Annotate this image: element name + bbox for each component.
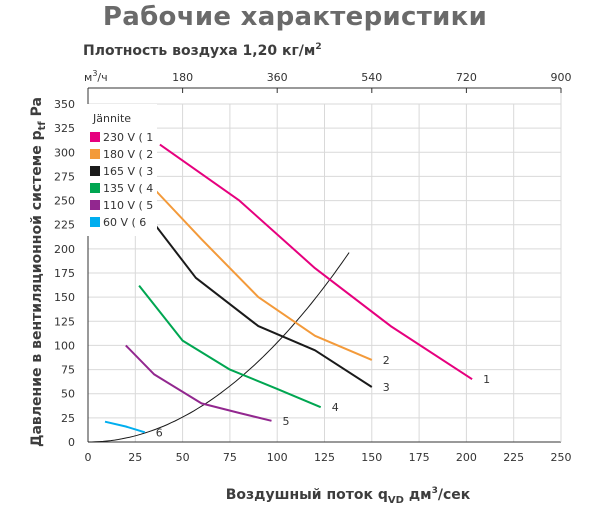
y-tick-label: 125 xyxy=(54,315,75,328)
y-tick-label: 25 xyxy=(61,412,75,425)
series-line-6 xyxy=(104,420,146,434)
air-density-title: Плотность воздуха 1,20 кг/м2 xyxy=(83,42,322,59)
secondary-x-tick-label: 720 xyxy=(456,71,477,84)
y-tick-label: 300 xyxy=(54,146,75,159)
air-density-prefix: Плотность воздуха xyxy=(83,43,238,59)
y-axis-title-sub: tf xyxy=(37,121,48,131)
legend-label-3: 165 V ( 3 xyxy=(103,165,153,178)
x-axis-title-tail: /сек xyxy=(438,487,471,503)
secondary-unit-sup: 3 xyxy=(92,69,97,78)
series-line-1 xyxy=(159,143,473,381)
series-line-2 xyxy=(153,188,373,361)
y-tick-label: 50 xyxy=(61,388,75,401)
curve-labels: 1 2 3 4 5 6 xyxy=(156,354,490,439)
x-axis-title-unit: дм xyxy=(404,487,432,503)
x-tick-label: 125 xyxy=(314,451,335,464)
series-line-4 xyxy=(138,284,322,409)
x-tick-labels: 0 25 50 75 100 125 150 175 200 225 250 xyxy=(85,451,572,464)
legend-label-6: 60 V ( 6 xyxy=(103,216,146,229)
legend-swatch-1 xyxy=(90,132,100,142)
legend-label-5: 110 V ( 5 xyxy=(103,199,153,212)
y-tick-label: 275 xyxy=(54,170,75,183)
y-tick-label: 75 xyxy=(61,364,75,377)
secondary-unit-tail: /ч xyxy=(97,71,107,84)
y-tick-label: 200 xyxy=(54,243,75,256)
legend-label-2: 180 V ( 2 xyxy=(103,148,153,161)
legend-label-1: 230 V ( 1 xyxy=(103,131,153,144)
secondary-x-tick-label: 180 xyxy=(172,71,193,84)
legend-title: Jännite xyxy=(92,112,131,125)
air-density-sup: 2 xyxy=(315,42,321,52)
y-tick-label: 100 xyxy=(54,339,75,352)
y-tick-labels: 0 25 50 75 100 125 150 175 200 225 250 275 300 325 350 xyxy=(54,98,75,449)
x-axis-title-sub: VD xyxy=(388,495,404,506)
secondary-x-tick-label: 900 xyxy=(551,71,572,84)
legend-swatch-3 xyxy=(90,166,100,176)
x-tick-label: 175 xyxy=(409,451,430,464)
x-tick-label: 250 xyxy=(551,451,572,464)
x-axis-title: Воздушный поток qVD дм3/сек xyxy=(226,486,471,506)
x-tick-label: 225 xyxy=(503,451,524,464)
y-tick-label: 325 xyxy=(54,122,75,135)
curve-label-3: 3 xyxy=(383,381,390,394)
y-tick-label: 175 xyxy=(54,267,75,280)
x-tick-label: 75 xyxy=(223,451,237,464)
x-axis-title-sup: 3 xyxy=(432,486,438,496)
secondary-x-tick-label: 540 xyxy=(361,71,382,84)
air-density-value: 1,20 кг/м xyxy=(243,43,316,59)
y-tick-label: 250 xyxy=(54,195,75,208)
curve-label-4: 4 xyxy=(332,401,339,414)
legend-items: 230 V ( 1 180 V ( 2 165 V ( 3 135 V ( 4 110 … xyxy=(90,131,153,229)
x-tick-label: 200 xyxy=(456,451,477,464)
y-tick-label: 350 xyxy=(54,98,75,111)
x-tick-label: 50 xyxy=(176,451,190,464)
x-tick-label: 150 xyxy=(361,451,382,464)
series-lines xyxy=(88,143,473,443)
series-line-5 xyxy=(125,344,272,422)
legend-swatch-2 xyxy=(90,149,100,159)
x-tick-label: 0 xyxy=(85,451,92,464)
curve-label-1: 1 xyxy=(483,373,490,386)
curve-label-5: 5 xyxy=(283,415,290,428)
x-axis-title-prefix: Воздушный поток q xyxy=(226,487,388,503)
series-line-3 xyxy=(153,223,373,388)
legend-label-4: 135 V ( 4 xyxy=(103,182,153,195)
y-tick-label: 150 xyxy=(54,291,75,304)
legend-swatch-5 xyxy=(90,200,100,210)
x-tick-label: 100 xyxy=(267,451,288,464)
y-tick-label: 0 xyxy=(68,436,75,449)
legend: Jännite 230 V ( 1 180 V ( 2 165 V ( 3 135 V… xyxy=(87,104,157,236)
y-axis-title-unit: Pa xyxy=(29,97,45,121)
grid xyxy=(87,103,562,443)
secondary-axis-unit: м3/ч xyxy=(84,69,108,84)
page-title: Рабочие характеристики xyxy=(102,2,488,32)
legend-swatch-6 xyxy=(90,217,100,227)
secondary-x-tick-label: 360 xyxy=(267,71,288,84)
curve-label-6: 6 xyxy=(156,426,163,439)
secondary-unit-prefix: м xyxy=(84,71,92,84)
y-tick-label: 225 xyxy=(54,219,75,232)
secondary-x-tick-labels: 180 360 540 720 900 xyxy=(172,71,572,93)
y-axis-title: Давление в вентиляционной системе ptf Pa xyxy=(29,97,48,447)
x-tick-label: 25 xyxy=(128,451,142,464)
legend-swatch-4 xyxy=(90,183,100,193)
system-curve xyxy=(88,252,350,443)
curve-label-2: 2 xyxy=(383,354,390,367)
y-axis-title-prefix: Давление в вентиляционной системе p xyxy=(29,130,45,447)
